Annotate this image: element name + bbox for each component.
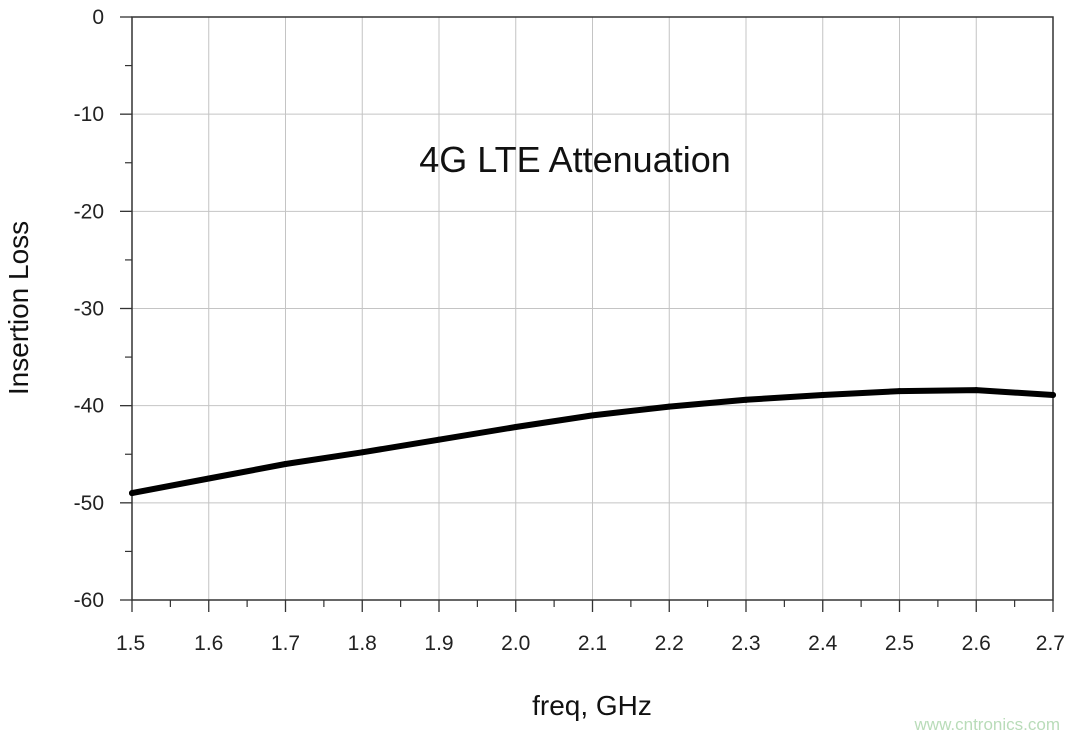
- minor-ticks: [125, 64, 1016, 607]
- x-tick-label: 2.0: [501, 632, 530, 655]
- x-tick-label: 2.2: [655, 632, 684, 655]
- series-point: [589, 412, 596, 419]
- x-tick-label: 2.1: [578, 632, 607, 655]
- series-point: [743, 396, 749, 403]
- grid-lines: [120, 16, 1054, 612]
- series-point: [896, 388, 903, 395]
- y-tick-labels: 0 -10 -20 -30 -40 -50 -60: [74, 6, 104, 612]
- y-tick-label: -40: [74, 395, 104, 418]
- x-axis-title: freq, GHz: [532, 690, 652, 721]
- chart-annotation: 4G LTE Attenuation: [419, 139, 731, 180]
- x-tick-label: 2.4: [808, 632, 838, 655]
- y-tick-label: -20: [74, 200, 104, 223]
- series-layer: [129, 387, 1056, 497]
- y-tick-label: -30: [74, 298, 104, 321]
- series-point: [129, 490, 135, 497]
- watermark-text: www.cntronics.com: [914, 715, 1060, 734]
- x-tick-labels: 1.5 1.6 1.7 1.8 1.9 2.0 2.1 2.2 2.3 2.4 2.5 2.6 2.7: [116, 632, 1065, 655]
- x-tick-label: 1.6: [194, 632, 223, 655]
- x-tick-label: 2.3: [731, 632, 760, 655]
- series-point: [512, 424, 519, 431]
- series-point: [666, 403, 673, 410]
- y-tick-label: -50: [74, 492, 104, 515]
- series-point: [282, 460, 289, 467]
- series-point: [359, 449, 366, 456]
- x-tick-label: 1.7: [271, 632, 300, 655]
- x-tick-label: 1.5: [116, 632, 145, 655]
- series-point: [973, 387, 980, 394]
- y-tick-label: 0: [92, 6, 104, 29]
- series-point: [819, 391, 826, 398]
- series-point: [436, 436, 442, 443]
- y-tick-label: -10: [74, 103, 104, 126]
- series-point: [1050, 391, 1056, 398]
- x-tick-label: 1.9: [424, 632, 453, 655]
- plot-frame: [131, 16, 1054, 601]
- y-axis-title: Insertion Loss: [3, 221, 34, 395]
- x-tick-label: 1.8: [348, 632, 377, 655]
- x-tick-label: 2.7: [1036, 632, 1065, 655]
- series-point: [205, 475, 212, 482]
- x-tick-label: 2.6: [962, 632, 991, 655]
- y-tick-label: -60: [74, 589, 104, 612]
- x-tick-label: 2.5: [885, 632, 914, 655]
